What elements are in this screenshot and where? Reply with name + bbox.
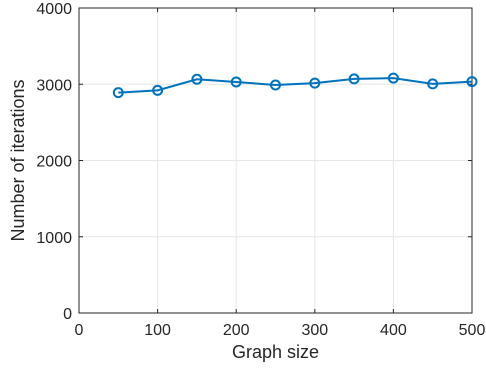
series-line [118,77,473,94]
x-tick-label: 100 [144,322,171,339]
y-tick-label: 4000 [36,1,72,18]
data-point [191,73,203,85]
y-tick-label: 3000 [36,77,72,94]
data-point [387,72,399,84]
series-layer [112,72,478,99]
data-point [152,84,164,96]
data-point [230,76,242,88]
x-tick-label: 500 [459,322,486,339]
x-tick-label: 400 [380,322,407,339]
y-tick-label: 0 [63,306,72,323]
y-tick-label: 1000 [36,230,72,247]
x-tick-label: 200 [223,322,250,339]
x-axis-label: Graph size [232,342,319,362]
data-point [309,77,321,89]
x-tick-label: 0 [75,322,84,339]
data-point [466,76,478,88]
data-point [348,73,360,85]
x-tick-label: 300 [301,322,328,339]
grid [78,7,473,314]
axis-ticks: 0 100 200 300 400 500 0 1000 2000 3000 4000 [36,1,485,339]
y-axis-label: Number of iterations [8,79,28,241]
data-point [427,78,439,90]
data-point [270,79,281,91]
y-tick-label: 2000 [36,154,72,171]
data-point [112,87,124,99]
